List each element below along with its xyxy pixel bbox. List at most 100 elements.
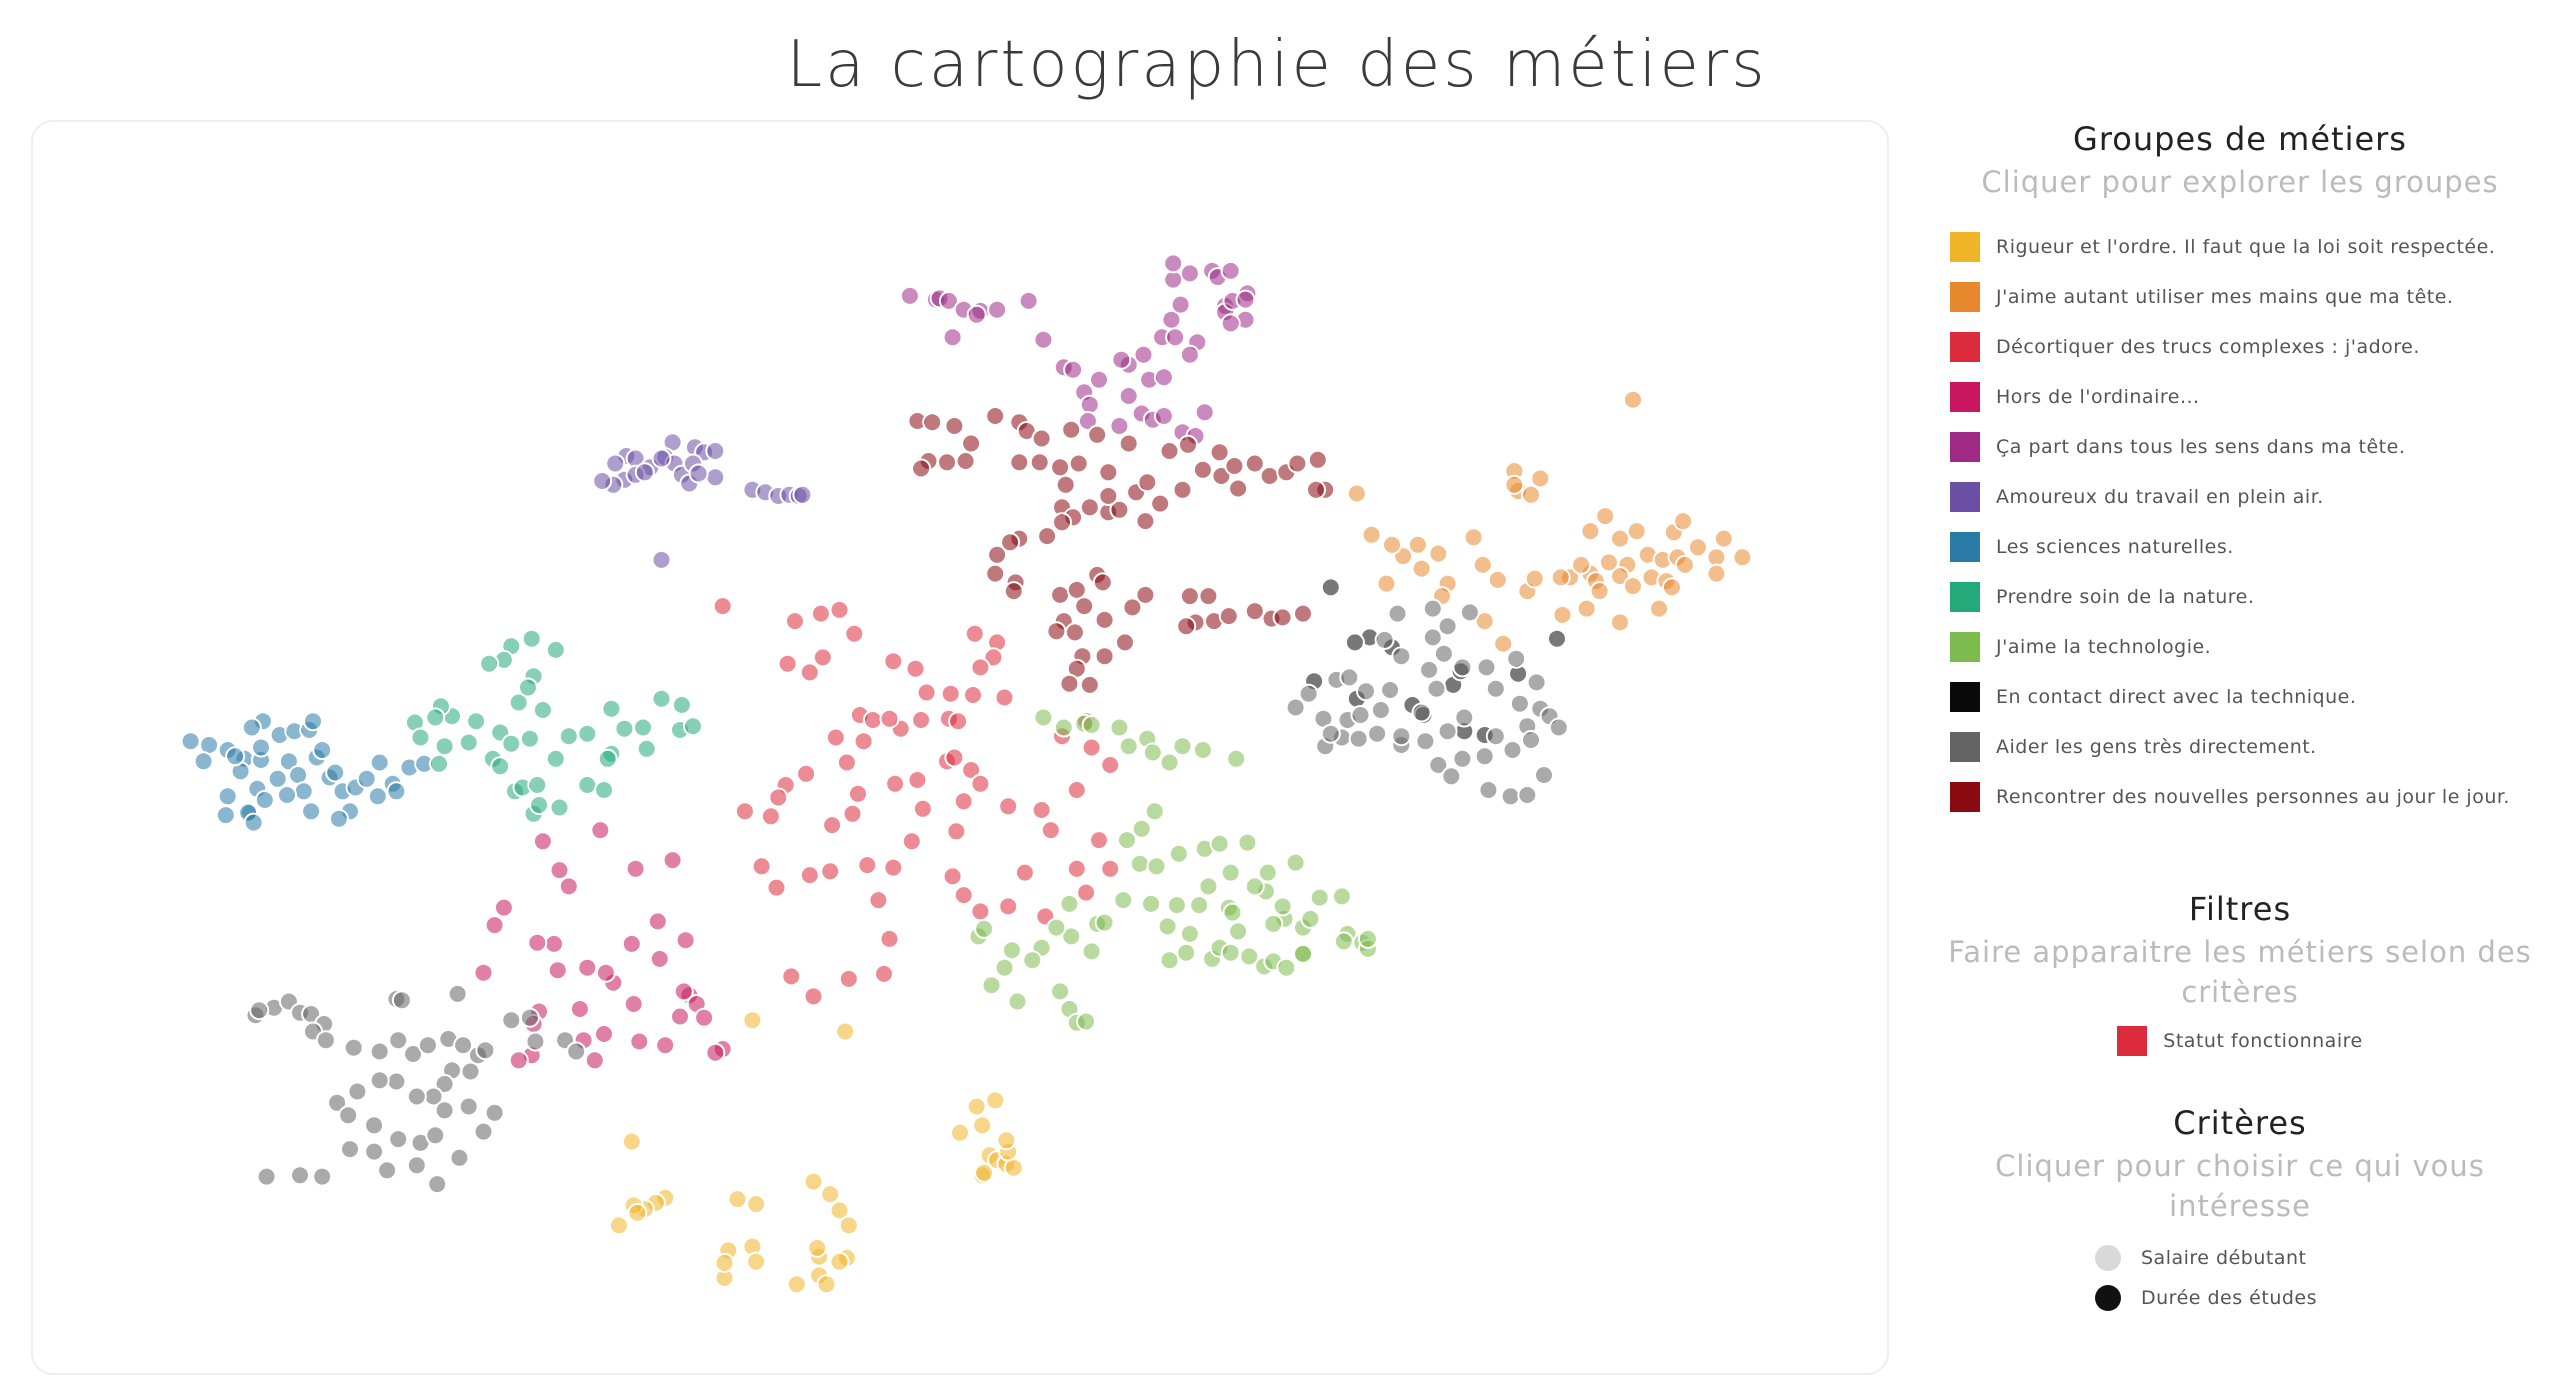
data-point[interactable] bbox=[885, 773, 906, 794]
data-point[interactable] bbox=[1007, 991, 1028, 1012]
data-point[interactable] bbox=[911, 710, 932, 730]
data-point[interactable] bbox=[1100, 858, 1121, 879]
data-point[interactable] bbox=[1092, 572, 1113, 593]
data-point[interactable] bbox=[742, 1010, 763, 1031]
data-point[interactable] bbox=[940, 683, 961, 704]
data-point[interactable] bbox=[1189, 895, 1210, 916]
data-point[interactable] bbox=[328, 808, 349, 829]
data-point[interactable] bbox=[1307, 449, 1328, 470]
data-point[interactable] bbox=[1610, 612, 1630, 633]
legend-item-8[interactable]: J'aime la technologie. bbox=[1950, 622, 2550, 672]
data-point[interactable] bbox=[243, 812, 264, 833]
data-point[interactable] bbox=[267, 768, 288, 789]
data-point[interactable] bbox=[1407, 534, 1428, 555]
data-point[interactable] bbox=[1198, 586, 1219, 607]
data-point[interactable] bbox=[1170, 294, 1191, 315]
data-point[interactable] bbox=[1111, 349, 1132, 370]
data-point[interactable] bbox=[1176, 616, 1197, 637]
data-point[interactable] bbox=[1485, 726, 1506, 747]
data-point[interactable] bbox=[473, 1121, 494, 1142]
data-point[interactable] bbox=[1623, 576, 1643, 597]
data-point[interactable] bbox=[1129, 853, 1150, 874]
data-point[interactable] bbox=[1411, 702, 1432, 723]
data-point[interactable] bbox=[1146, 856, 1167, 877]
data-point[interactable] bbox=[614, 718, 635, 739]
data-point[interactable] bbox=[501, 733, 522, 754]
data-point[interactable] bbox=[1517, 785, 1538, 805]
data-point[interactable] bbox=[1272, 896, 1293, 917]
data-point[interactable] bbox=[1079, 394, 1100, 415]
data-point[interactable] bbox=[1066, 780, 1087, 800]
data-point[interactable] bbox=[403, 1044, 424, 1064]
data-point[interactable] bbox=[1552, 604, 1573, 625]
data-point[interactable] bbox=[199, 735, 220, 755]
data-point[interactable] bbox=[760, 806, 781, 827]
data-point[interactable] bbox=[998, 896, 1019, 917]
data-point[interactable] bbox=[974, 918, 995, 939]
data-point[interactable] bbox=[623, 994, 644, 1014]
data-point[interactable] bbox=[1713, 528, 1734, 549]
data-point[interactable] bbox=[312, 1166, 333, 1187]
data-point[interactable] bbox=[694, 1007, 715, 1028]
data-point[interactable] bbox=[521, 628, 542, 649]
data-point[interactable] bbox=[1113, 890, 1134, 911]
data-point[interactable] bbox=[848, 783, 868, 804]
data-point[interactable] bbox=[1357, 928, 1378, 949]
data-point[interactable] bbox=[1220, 313, 1241, 334]
data-point[interactable] bbox=[1526, 672, 1547, 693]
data-point[interactable] bbox=[1135, 511, 1156, 532]
data-point[interactable] bbox=[905, 658, 926, 679]
legend-item-6[interactable]: Les sciences naturelles. bbox=[1950, 522, 2550, 572]
data-point[interactable] bbox=[727, 1189, 748, 1210]
data-point[interactable] bbox=[1046, 917, 1067, 938]
data-point[interactable] bbox=[594, 780, 614, 800]
data-point[interactable] bbox=[1059, 893, 1080, 914]
data-point[interactable] bbox=[1109, 416, 1130, 436]
data-point[interactable] bbox=[1179, 923, 1200, 944]
data-point[interactable] bbox=[1732, 547, 1753, 568]
data-point[interactable] bbox=[985, 406, 1006, 426]
data-point[interactable] bbox=[996, 1130, 1017, 1151]
data-point[interactable] bbox=[625, 858, 646, 879]
data-point[interactable] bbox=[911, 458, 932, 479]
data-point[interactable] bbox=[1374, 629, 1395, 650]
data-point[interactable] bbox=[799, 662, 820, 683]
data-point[interactable] bbox=[1361, 524, 1382, 545]
data-point[interactable] bbox=[1061, 926, 1082, 947]
data-point[interactable] bbox=[1153, 406, 1174, 426]
data-point[interactable] bbox=[406, 1086, 427, 1107]
data-point[interactable] bbox=[1428, 543, 1449, 564]
data-point[interactable] bbox=[966, 1096, 987, 1117]
data-point[interactable] bbox=[1209, 833, 1230, 854]
data-point[interactable] bbox=[799, 865, 820, 886]
data-point[interactable] bbox=[1022, 950, 1043, 971]
data-point[interactable] bbox=[1521, 484, 1541, 505]
data-point[interactable] bbox=[605, 453, 626, 474]
data-point[interactable] bbox=[912, 798, 933, 819]
data-point[interactable] bbox=[327, 1092, 348, 1113]
data-point[interactable] bbox=[938, 290, 959, 311]
data-point[interactable] bbox=[1320, 723, 1341, 744]
data-point[interactable] bbox=[479, 653, 500, 674]
data-point[interactable] bbox=[874, 963, 894, 984]
data-point[interactable] bbox=[1320, 577, 1341, 598]
data-point[interactable] bbox=[1094, 609, 1115, 630]
data-point[interactable] bbox=[1550, 567, 1571, 588]
legend-item-2[interactable]: Décortiquer des trucs complexes : j'ador… bbox=[1950, 322, 2550, 372]
data-point[interactable] bbox=[1172, 736, 1193, 757]
data-point[interactable] bbox=[1661, 577, 1682, 598]
data-point[interactable] bbox=[434, 1074, 455, 1094]
data-point[interactable] bbox=[1285, 697, 1306, 718]
data-point[interactable] bbox=[590, 820, 611, 841]
data-point[interactable] bbox=[1474, 611, 1495, 632]
data-point[interactable] bbox=[950, 1122, 970, 1143]
data-point[interactable] bbox=[651, 688, 672, 709]
data-point[interactable] bbox=[1454, 707, 1475, 728]
data-point[interactable] bbox=[1059, 673, 1080, 694]
data-point[interactable] bbox=[577, 723, 598, 744]
data-point[interactable] bbox=[356, 768, 377, 789]
data-point[interactable] bbox=[1050, 981, 1071, 1002]
data-point[interactable] bbox=[688, 463, 709, 484]
data-point[interactable] bbox=[810, 603, 831, 624]
data-point[interactable] bbox=[807, 1237, 828, 1258]
